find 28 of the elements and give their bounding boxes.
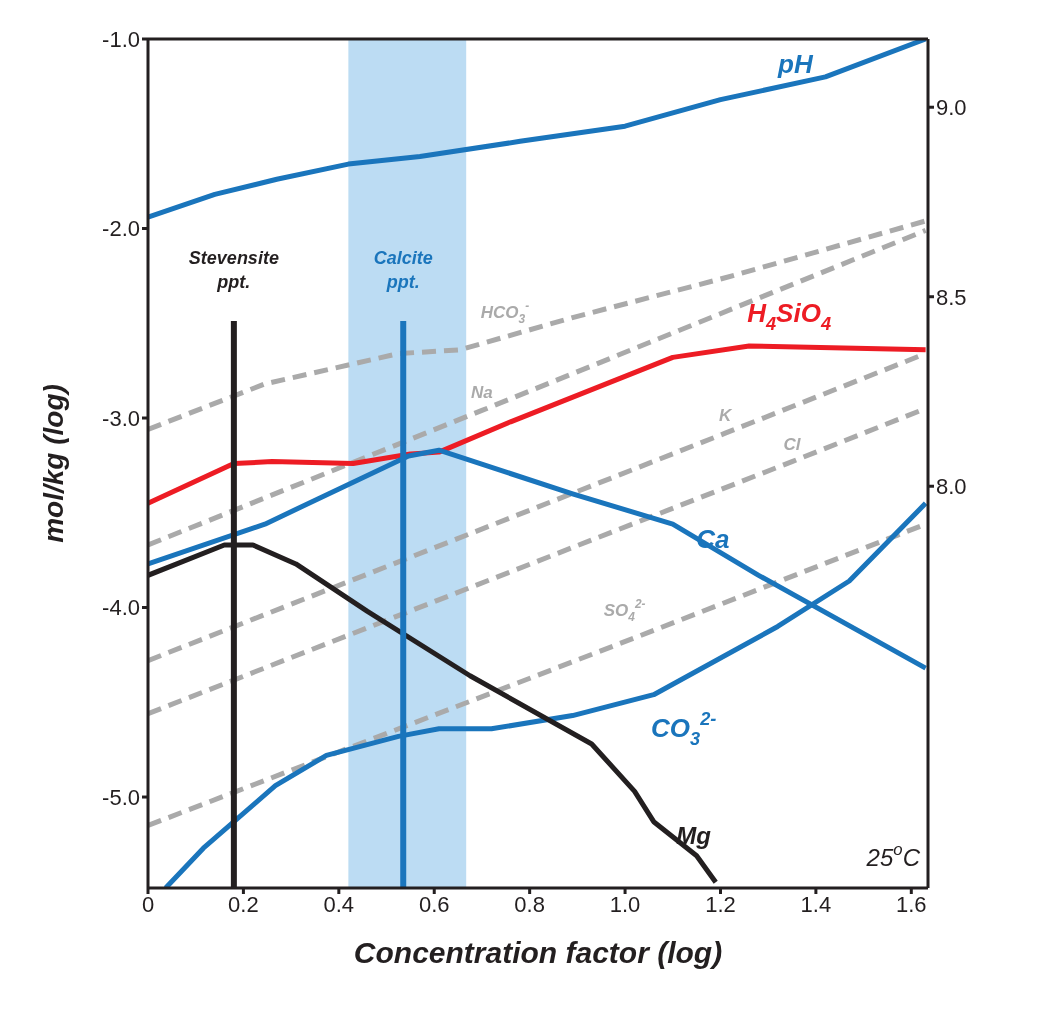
x-tick-label: 0.4 — [323, 891, 355, 917]
y-tick-label: -4.0 — [102, 595, 140, 621]
x-tick-label: 0.2 — [228, 891, 259, 917]
x-tick-label: 1.0 — [609, 891, 641, 917]
y-tick-label: -2.0 — [102, 216, 140, 242]
y2-tick-label: 8.0 — [936, 474, 967, 500]
x-tick-label: 1.6 — [896, 891, 927, 917]
y-tick-label: -5.0 — [102, 784, 140, 810]
y2-tick-label: 8.5 — [936, 284, 967, 310]
x-tick-label: 0.6 — [418, 891, 450, 917]
x-tick-label: 1.2 — [705, 891, 736, 917]
series-label: pH — [777, 48, 814, 79]
x-axis-title: Concentration factor (log) — [353, 936, 723, 969]
ref-line-label: Stevensite ppt. — [188, 248, 279, 292]
y-axis-title: mol/kg (log) — [37, 384, 69, 543]
x-tick-label: 1.4 — [800, 891, 832, 917]
y-tick-label: -3.0 — [102, 405, 140, 431]
y-tick-label: -1.0 — [102, 26, 140, 52]
ref-line-label: Calcite ppt. — [373, 248, 433, 292]
series-label: Cl — [783, 434, 802, 454]
x-tick-label: 0 — [141, 891, 155, 917]
annotation: 25$^{o}$C — [865, 840, 921, 871]
series-label: H$_{4}$SiO$_{4}$ — [747, 298, 832, 334]
x-tick-label: 0.8 — [514, 891, 545, 917]
y2-tick-label: 9.0 — [936, 95, 967, 121]
series-label: K — [719, 406, 734, 426]
series-label: Mg — [676, 821, 712, 849]
series-label: Na — [471, 383, 493, 403]
